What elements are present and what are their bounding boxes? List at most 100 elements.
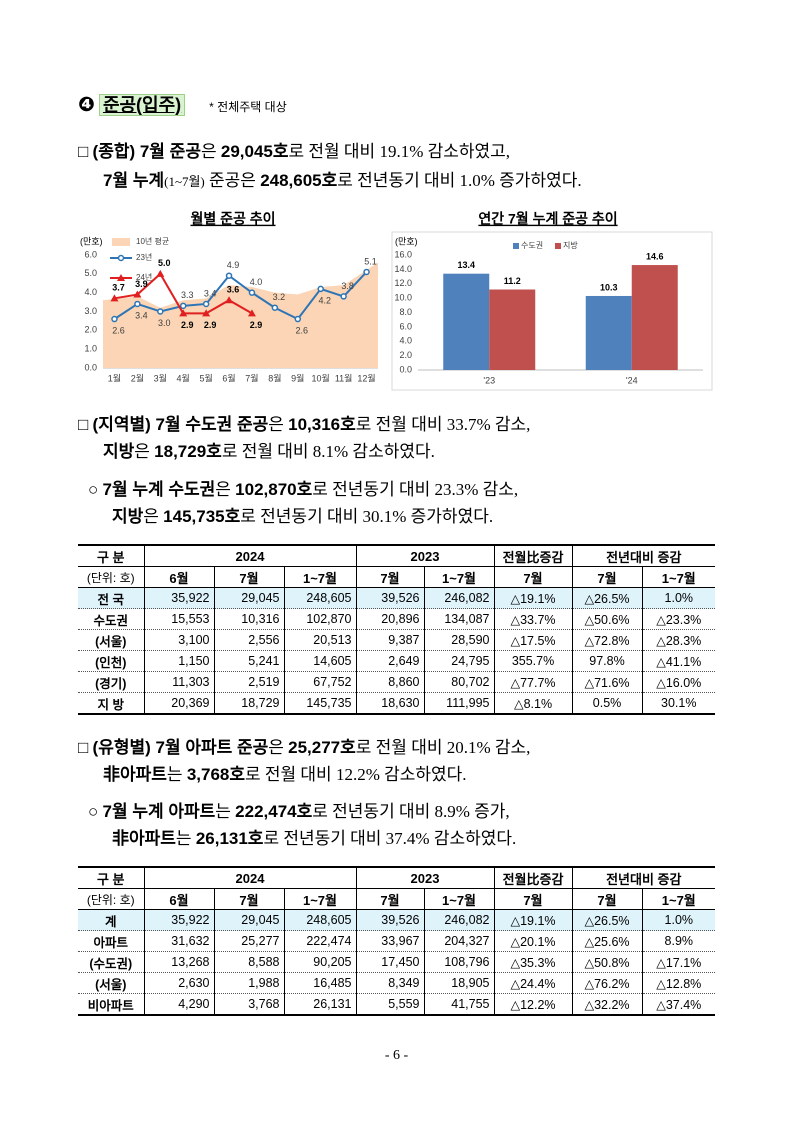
x-tick-label: 10월	[312, 372, 330, 383]
text-bold: 지방	[112, 507, 144, 526]
text-bold: 7월 누계 아파트	[102, 802, 216, 821]
table-cell: 134,087	[423, 608, 495, 630]
chart-title: 연간 7월 누계 준공 추이	[478, 211, 617, 227]
table-cell: 9,387	[355, 629, 424, 651]
value-label: 13.4	[457, 260, 475, 270]
table-cell: 26,131	[283, 993, 356, 1016]
x-tick-label: 11월	[335, 372, 353, 383]
row-header: 비아파트	[78, 993, 144, 1016]
table-cell: 97.8%	[571, 650, 643, 672]
charts: 월별 준공 추이 (만호) 0.0 1.0 2.0 3.0 4.0 5.0 6.0 1월 2월 3월 4…	[78, 211, 713, 391]
y-tick-label: 14.0	[394, 264, 412, 274]
text-bold: 222,474호	[235, 802, 313, 821]
text: 로 전년동기 대비 8.9% 증가,	[312, 802, 510, 821]
header-cell: (단위: 호)	[78, 566, 144, 588]
text-line: □ (유형별) 7월 아파트 준공은 25,277호로 전월 대비 20.1% …	[78, 737, 530, 759]
header-cell: 6월	[143, 566, 214, 588]
text: 은	[268, 415, 289, 434]
table-cell: 2,519	[213, 671, 284, 693]
x-tick-label: 3월	[154, 372, 167, 383]
y-tick-label: 16.0	[394, 249, 412, 259]
legend-swatch	[513, 243, 519, 249]
header-cell: 구 분	[78, 544, 144, 567]
table-cell: △33.7%	[493, 608, 573, 630]
table-cell: 28,590	[423, 629, 495, 651]
text-line: 7월 누계(1~7월) 준공은 248,605호로 전년동기 대비 1.0% 증…	[103, 170, 582, 192]
header-row: (단위: 호) 6월 7월 1~7월 7월 1~7월 7월 7월 1~7월	[78, 888, 716, 910]
text-line: ○ 7월 누계 아파트는 222,474호로 전년동기 대비 8.9% 증가,	[88, 801, 510, 823]
value-label: 2.6	[112, 325, 125, 335]
table-cell: △50.6%	[571, 608, 643, 630]
text: 은	[143, 507, 164, 526]
table-cell: 3,768	[213, 993, 284, 1016]
table-cell: △17.1%	[641, 951, 716, 973]
section-number: ❹	[78, 92, 95, 116]
table-cell: 10,316	[213, 608, 284, 630]
header-cell: 7월	[355, 566, 424, 588]
header-cell: 7월	[213, 566, 284, 588]
table-cell: 204,327	[423, 930, 495, 952]
table-cell: △35.3%	[493, 951, 573, 973]
value-label: 2.6	[296, 325, 309, 335]
table-cell: △20.1%	[493, 930, 573, 952]
x-tick-label: 4월	[177, 372, 190, 383]
value-label: 4.0	[250, 277, 263, 287]
text-bold: 145,735호	[163, 507, 241, 526]
point	[317, 285, 324, 293]
point	[340, 293, 347, 300]
header-cell: 전월比증감	[493, 866, 573, 889]
text-bold: 7월 누계 수도권	[102, 480, 216, 499]
table-cell: 8,860	[355, 671, 424, 693]
line	[113, 271, 368, 321]
table-cell: 17,450	[355, 951, 424, 973]
text: 은	[268, 738, 289, 757]
y-tick-label: 6.0	[399, 321, 412, 331]
text-line: □ (지역별) 7월 수도권 준공은 10,316호로 전월 대비 33.7% …	[78, 414, 530, 436]
header-cell: 1~7월	[641, 566, 716, 588]
value-label: 14.6	[646, 251, 664, 261]
table-cell: △26.5%	[571, 587, 643, 609]
y-tick-label: 12.0	[394, 278, 412, 288]
point	[133, 290, 142, 298]
bullet: ○	[88, 802, 103, 821]
table-cell: 31,632	[143, 930, 214, 952]
table-cell: 80,702	[423, 671, 495, 693]
y-tick-label: 0.0	[399, 364, 412, 374]
table-cell: 355.7%	[493, 650, 573, 672]
table-row: 지 방 20,369 18,729 145,735 18,630 111,995 △8.1%…	[78, 692, 716, 715]
row-header: (서울)	[78, 972, 144, 994]
table-cell: 15,553	[143, 608, 214, 630]
table-row: 수도권 15,553 10,316 102,870 20,896 134,087 △33.7…	[78, 608, 716, 630]
table-cell: △12.2%	[493, 993, 573, 1016]
table-cell: 102,870	[283, 608, 356, 630]
text: 로 전월 대비 20.1% 감소,	[355, 738, 531, 757]
value-label: 3.6	[227, 285, 240, 295]
text: 로 전월 대비 8.1% 감소하였다.	[221, 442, 435, 461]
text-bold: (종합) 7월 준공	[92, 142, 201, 161]
value-label: 3.9	[135, 279, 148, 289]
value-label: 5.0	[158, 258, 171, 268]
point	[179, 302, 187, 310]
row-header: (경기)	[78, 671, 144, 693]
table-cell: 16,485	[283, 972, 356, 994]
x-tick-label: 5월	[199, 372, 212, 383]
table-cell: 5,241	[213, 650, 284, 672]
table-row: 비아파트 4,290 3,768 26,131 5,559 41,755 △12.2% △32…	[78, 993, 716, 1016]
table-cell: 29,045	[213, 587, 284, 609]
header-cell: 7월	[213, 888, 284, 910]
table-cell: 1,988	[213, 972, 284, 994]
value-label: 4.2	[318, 295, 331, 305]
table-row: (수도권) 13,268 8,588 90,205 17,450 108,796 △35.3…	[78, 951, 716, 973]
header-cell: 1~7월	[283, 566, 356, 588]
value-label: 3.3	[181, 290, 194, 300]
bullet: □	[78, 415, 93, 434]
table-cell: 4,290	[143, 993, 214, 1016]
table-cell: △26.5%	[571, 909, 643, 931]
text: 준공은	[204, 171, 261, 190]
page-number: - 6 -	[384, 1048, 409, 1063]
text-bold: 25,277호	[288, 738, 356, 757]
bar	[631, 265, 678, 370]
table-cell: △16.0%	[641, 671, 716, 693]
table-cell: 108,796	[423, 951, 495, 973]
